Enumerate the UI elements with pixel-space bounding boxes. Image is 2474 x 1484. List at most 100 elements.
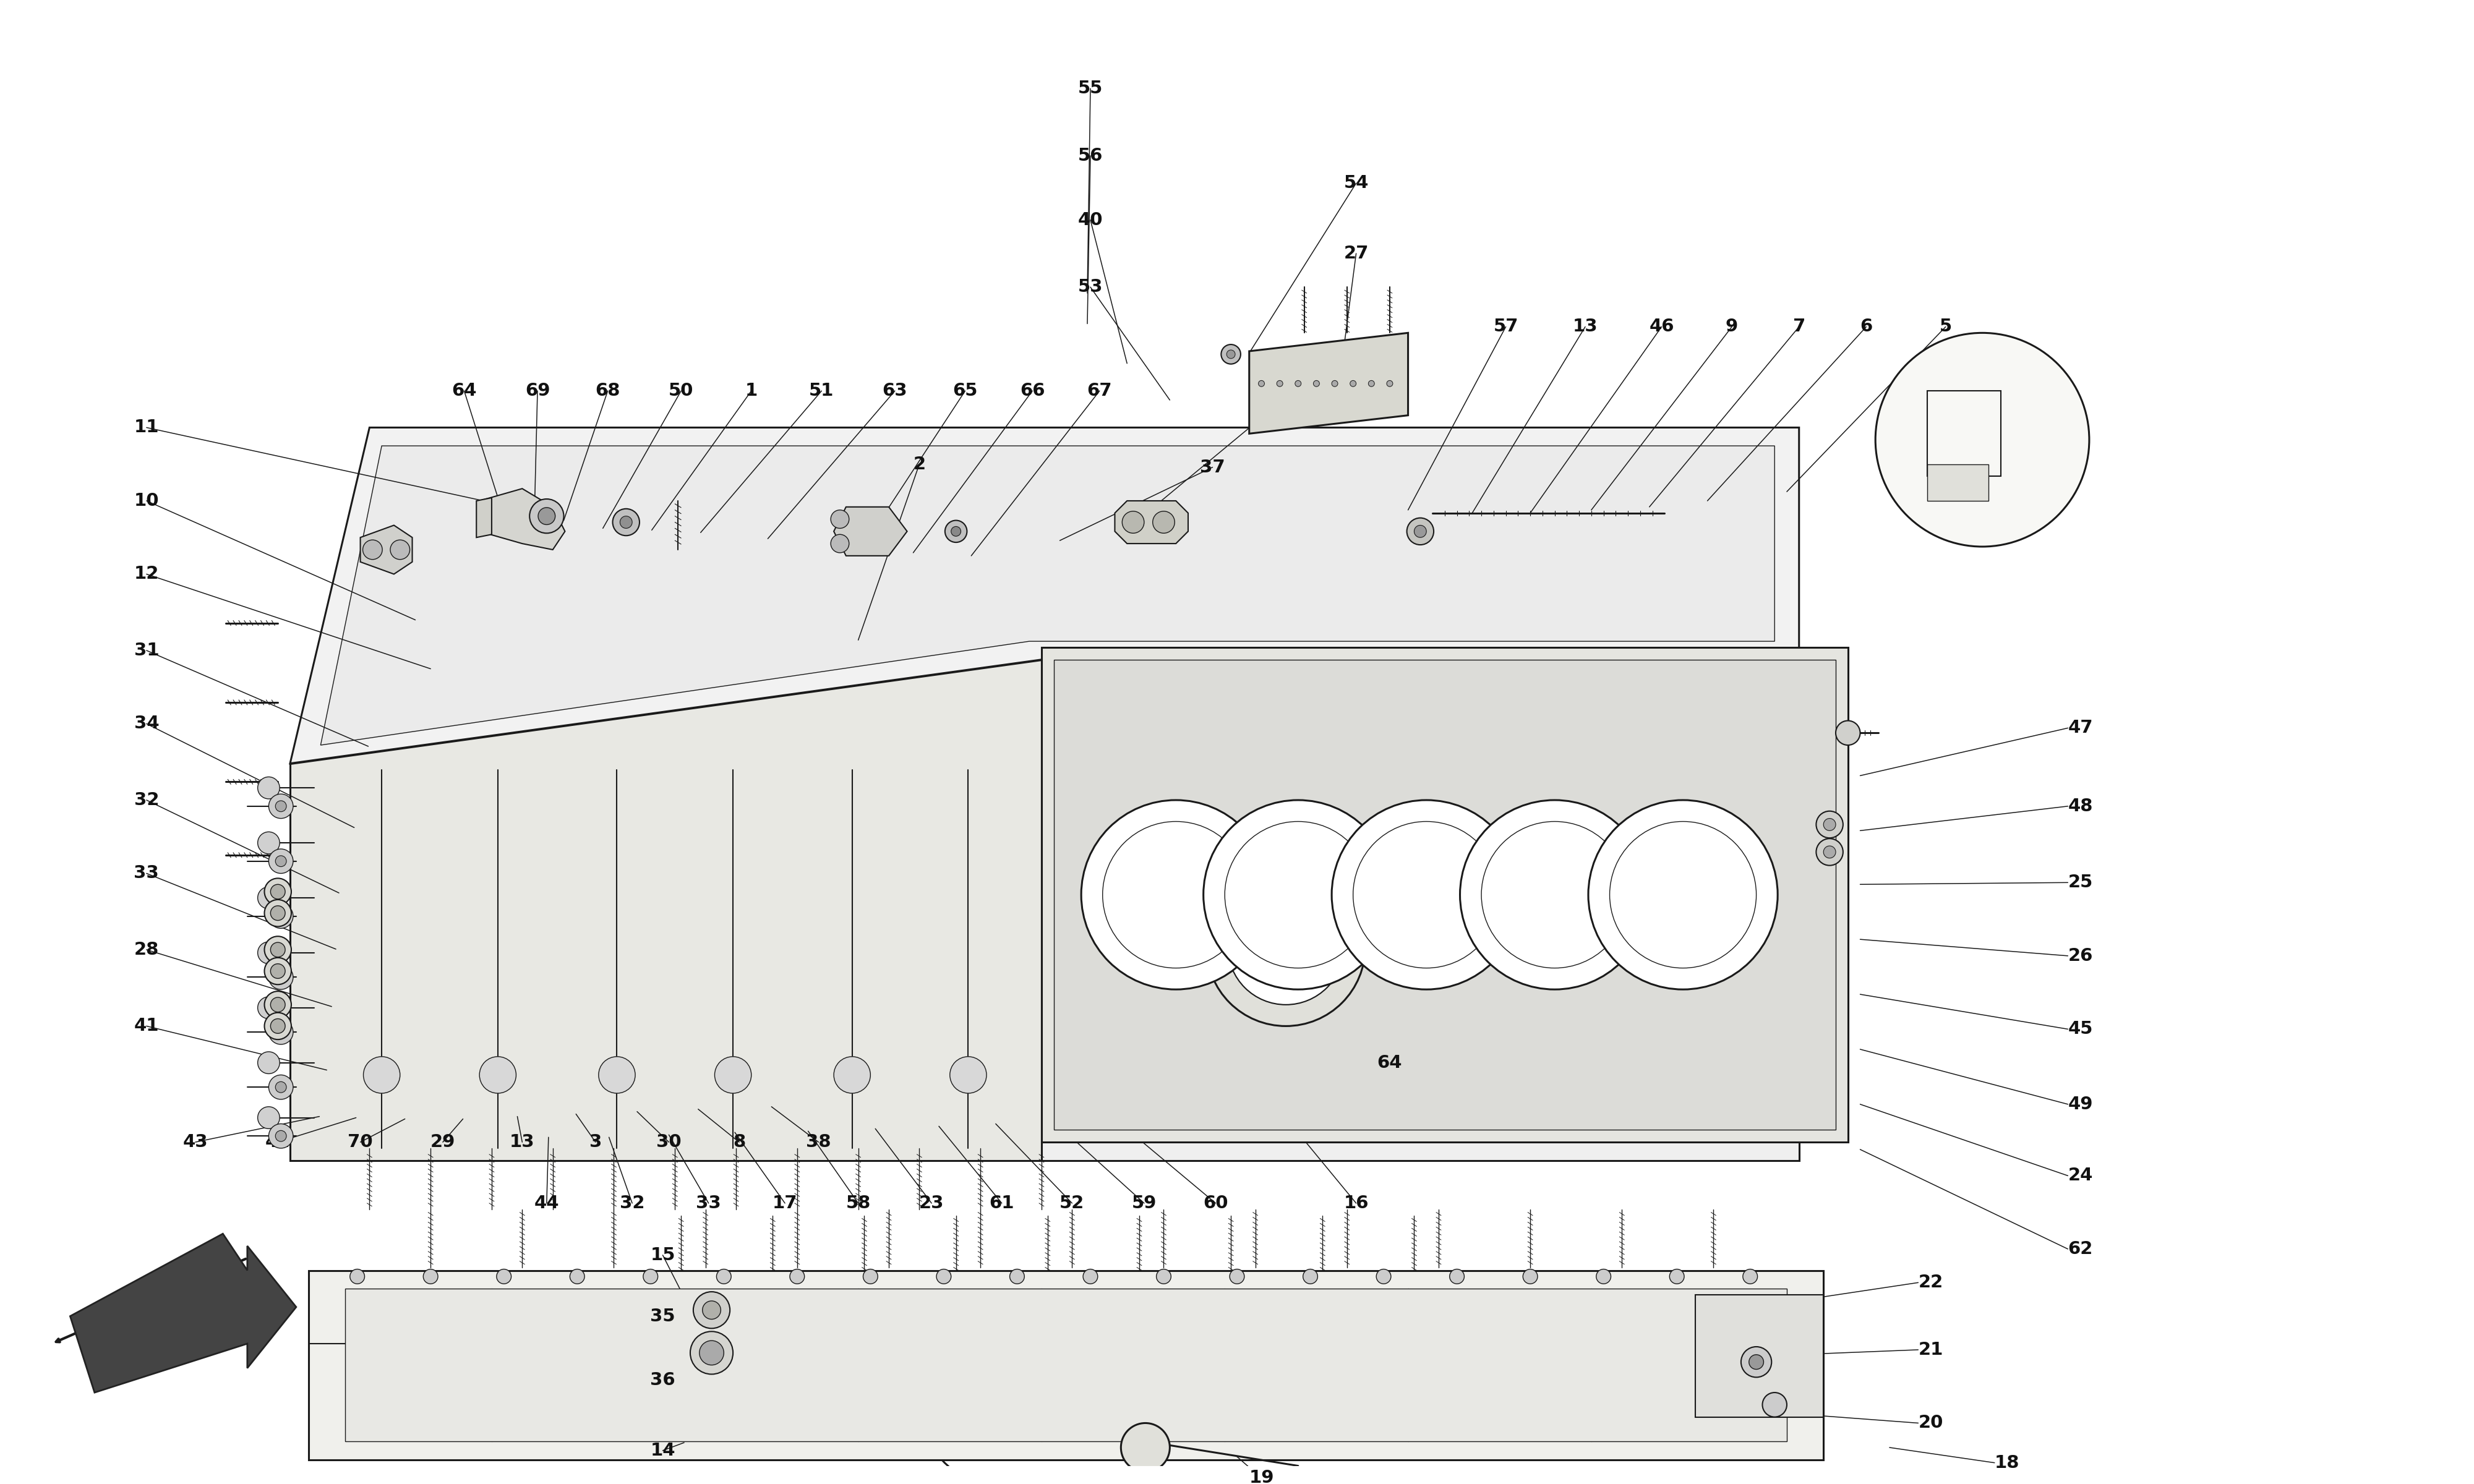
Circle shape xyxy=(270,963,285,978)
Text: 21: 21 xyxy=(1917,1342,1942,1358)
Text: 58: 58 xyxy=(846,1195,871,1212)
Text: 59: 59 xyxy=(1131,1195,1158,1212)
Text: 26: 26 xyxy=(2068,947,2093,965)
Circle shape xyxy=(1277,380,1284,387)
Text: 5: 5 xyxy=(1940,318,1952,335)
Polygon shape xyxy=(480,488,564,549)
Circle shape xyxy=(831,510,849,528)
Text: 18: 18 xyxy=(1994,1454,2019,1472)
Circle shape xyxy=(270,884,285,899)
Text: 33: 33 xyxy=(695,1195,720,1212)
Circle shape xyxy=(349,1269,364,1284)
Text: 49: 49 xyxy=(2068,1095,2093,1113)
Circle shape xyxy=(945,521,967,542)
Circle shape xyxy=(950,1057,987,1094)
Text: 36: 36 xyxy=(651,1371,675,1389)
Polygon shape xyxy=(1042,659,1799,1160)
Circle shape xyxy=(257,1052,280,1074)
Circle shape xyxy=(423,1269,438,1284)
Circle shape xyxy=(1816,812,1843,838)
Circle shape xyxy=(1761,1392,1786,1417)
Polygon shape xyxy=(1695,1296,1823,1417)
Text: 27: 27 xyxy=(1343,245,1368,263)
Circle shape xyxy=(1123,510,1143,533)
Circle shape xyxy=(1081,800,1272,990)
Circle shape xyxy=(1415,525,1427,537)
Circle shape xyxy=(364,1057,401,1094)
Circle shape xyxy=(391,540,411,559)
Circle shape xyxy=(270,794,292,818)
Text: 70: 70 xyxy=(349,1134,374,1150)
Circle shape xyxy=(1742,1269,1757,1284)
Circle shape xyxy=(1836,721,1860,745)
Polygon shape xyxy=(1116,500,1188,543)
Circle shape xyxy=(1524,1269,1536,1284)
Circle shape xyxy=(1875,332,2088,546)
Circle shape xyxy=(265,879,292,905)
Circle shape xyxy=(270,849,292,874)
Text: 4: 4 xyxy=(1994,370,2006,387)
Circle shape xyxy=(270,1020,292,1045)
Text: 44: 44 xyxy=(534,1195,559,1212)
Text: 13: 13 xyxy=(1573,318,1598,335)
Text: 52: 52 xyxy=(1059,1195,1084,1212)
Circle shape xyxy=(275,1027,287,1037)
Text: 6: 6 xyxy=(1860,318,1873,335)
Circle shape xyxy=(270,1018,285,1033)
Text: 17: 17 xyxy=(772,1195,797,1212)
Circle shape xyxy=(1153,510,1175,533)
Text: 62: 62 xyxy=(2068,1241,2093,1257)
Circle shape xyxy=(1314,380,1319,387)
Circle shape xyxy=(265,991,292,1018)
Polygon shape xyxy=(1054,659,1836,1129)
Circle shape xyxy=(1408,518,1435,545)
Circle shape xyxy=(1009,1269,1024,1284)
Text: 1: 1 xyxy=(745,383,757,399)
Polygon shape xyxy=(344,1288,1786,1441)
Circle shape xyxy=(1227,889,1343,1005)
Polygon shape xyxy=(289,427,1799,763)
Circle shape xyxy=(643,1269,658,1284)
Text: 11: 11 xyxy=(134,418,158,436)
Polygon shape xyxy=(477,497,492,537)
Circle shape xyxy=(938,1269,950,1284)
Circle shape xyxy=(703,1301,720,1319)
Circle shape xyxy=(529,499,564,533)
Text: 3: 3 xyxy=(589,1134,601,1150)
Text: 47: 47 xyxy=(2068,720,2093,736)
Circle shape xyxy=(1450,1269,1465,1284)
Circle shape xyxy=(265,899,292,926)
Circle shape xyxy=(1368,380,1376,387)
Text: 24: 24 xyxy=(2068,1166,2093,1184)
Circle shape xyxy=(1351,380,1356,387)
Circle shape xyxy=(1155,1269,1170,1284)
Text: 2: 2 xyxy=(913,456,925,473)
Text: 50: 50 xyxy=(668,383,693,399)
Circle shape xyxy=(614,509,638,536)
Circle shape xyxy=(621,516,633,528)
Circle shape xyxy=(265,1012,292,1039)
Circle shape xyxy=(270,1123,292,1149)
Circle shape xyxy=(1823,846,1836,858)
Text: 39: 39 xyxy=(1269,392,1296,408)
Text: 48: 48 xyxy=(2068,797,2093,815)
Circle shape xyxy=(690,1331,732,1374)
Text: 14: 14 xyxy=(651,1442,675,1459)
Circle shape xyxy=(270,965,292,990)
Text: 7: 7 xyxy=(1794,318,1806,335)
Text: 56: 56 xyxy=(1079,147,1103,165)
Circle shape xyxy=(275,1131,287,1141)
Text: 38: 38 xyxy=(807,1134,831,1150)
Text: 37: 37 xyxy=(1200,459,1225,476)
Circle shape xyxy=(1294,380,1301,387)
Polygon shape xyxy=(322,445,1774,745)
Text: 63: 63 xyxy=(883,383,908,399)
Circle shape xyxy=(1259,380,1264,387)
Circle shape xyxy=(270,997,285,1012)
Circle shape xyxy=(1331,800,1522,990)
Text: 15: 15 xyxy=(651,1247,675,1264)
Text: 54: 54 xyxy=(1343,175,1368,191)
Circle shape xyxy=(1227,350,1235,359)
Text: 30: 30 xyxy=(656,1134,680,1150)
Text: 64: 64 xyxy=(1378,1054,1403,1071)
